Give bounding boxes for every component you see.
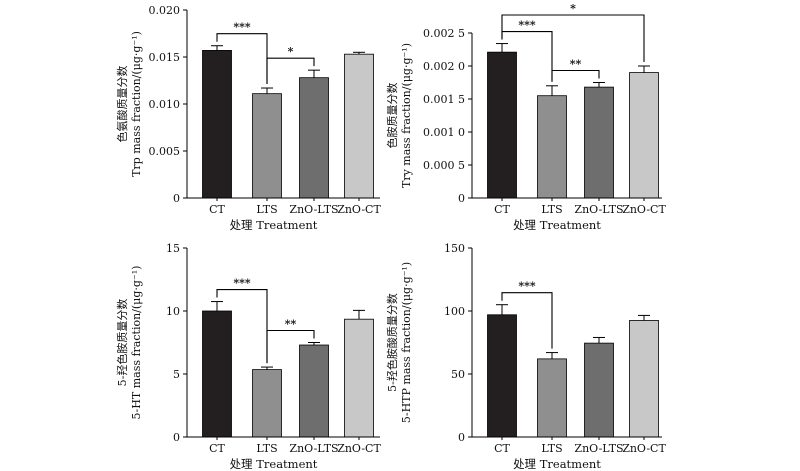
bar-zno-ct bbox=[344, 318, 374, 438]
bar-zno-ct bbox=[629, 320, 659, 438]
bar-ct bbox=[202, 310, 232, 438]
significance-label: * bbox=[570, 2, 576, 15]
bar-lts bbox=[252, 369, 282, 438]
y-axis-label-cn: 5-羟色胺质量分数 bbox=[115, 299, 129, 387]
y-axis-label-cn: 色氨酸质量分数 bbox=[115, 66, 129, 143]
y-tick-label: 0.002 0 bbox=[423, 60, 465, 73]
y-tick-label: 15 bbox=[166, 242, 180, 255]
significance-bracket bbox=[216, 289, 268, 364]
bar-ct bbox=[487, 314, 517, 438]
y-tick-label: 0.001 5 bbox=[423, 93, 465, 106]
x-tick-label: CT bbox=[209, 442, 225, 455]
y-tick-label: 10 bbox=[166, 305, 180, 318]
significance-bracket bbox=[501, 14, 645, 62]
y-tick-label: 0.002 5 bbox=[423, 27, 465, 40]
significance-label: ** bbox=[570, 58, 582, 71]
bar-lts bbox=[252, 93, 282, 199]
y-tick-label: 0 bbox=[173, 192, 180, 205]
significance-label: *** bbox=[518, 280, 536, 293]
x-axis-label: 处理 Treatment bbox=[230, 218, 318, 232]
x-tick-label: ZnO-CT bbox=[337, 203, 381, 216]
significance-bracket bbox=[551, 69, 600, 82]
y-tick-label: 0 bbox=[458, 192, 465, 205]
y-tick-label: 5 bbox=[173, 368, 180, 381]
y-axis-label-cn: 5-羟色胺酸质量分数 bbox=[385, 293, 399, 392]
significance-label: *** bbox=[518, 19, 536, 32]
significance-label: * bbox=[288, 45, 294, 58]
y-tick-label: 0 bbox=[458, 431, 465, 444]
x-axis-label: 处理 Treatment bbox=[513, 457, 601, 471]
bar-zno-lts bbox=[299, 344, 329, 438]
x-axis-label: 处理 Treatment bbox=[513, 218, 601, 232]
significance-label: ** bbox=[285, 318, 297, 331]
y-tick-label: 0.001 0 bbox=[423, 126, 465, 139]
x-tick-label: LTS bbox=[256, 442, 277, 455]
y-axis-label-en: 5-HT mass fraction/(μg·g⁻¹) bbox=[130, 266, 143, 420]
x-tick-label: ZnO-LTS bbox=[574, 442, 623, 455]
y-tick-label: 50 bbox=[451, 368, 465, 381]
significance-bracket bbox=[266, 329, 315, 364]
y-axis-label-en: Try mass fraction/(μg·g⁻¹) bbox=[400, 43, 413, 188]
x-tick-label: LTS bbox=[541, 442, 562, 455]
y-axis-label-cn: 色胺质量分数 bbox=[385, 83, 399, 149]
y-tick-label: 100 bbox=[444, 305, 465, 318]
y-tick-label: 0 bbox=[173, 431, 180, 444]
significance-bracket bbox=[501, 292, 553, 349]
x-tick-label: CT bbox=[209, 203, 225, 216]
x-tick-label: CT bbox=[494, 203, 510, 216]
bar-zno-ct bbox=[344, 53, 374, 199]
significance-bracket bbox=[266, 57, 315, 85]
significance-label: *** bbox=[233, 21, 251, 34]
bar-ct bbox=[487, 51, 517, 199]
y-tick-label: 150 bbox=[444, 242, 465, 255]
bar-zno-ct bbox=[629, 72, 659, 199]
x-tick-label: ZnO-LTS bbox=[289, 442, 338, 455]
bar-zno-lts bbox=[584, 342, 614, 438]
x-tick-label: ZnO-LTS bbox=[289, 203, 338, 216]
bar-lts bbox=[537, 358, 567, 438]
chart-panel-2: 0 0.000 5 0.001 0 0.001 5 0.002 0 0.002 5 CT LT… bbox=[385, 2, 666, 232]
x-tick-label: ZnO-LTS bbox=[574, 203, 623, 216]
y-tick-label: 0.010 bbox=[149, 98, 181, 111]
y-tick-label: 0.005 bbox=[149, 145, 181, 158]
y-axis-label-en: Trp mass fraction/(μg·g⁻¹) bbox=[130, 31, 143, 177]
bar-zno-lts bbox=[299, 77, 329, 199]
significance-label: *** bbox=[233, 277, 251, 290]
y-axis-label-en: 5-HTP mass fraction/(μg·g⁻¹) bbox=[400, 262, 413, 423]
x-axis-label: 处理 Treatment bbox=[230, 457, 318, 471]
bar-lts bbox=[537, 95, 567, 199]
y-tick-label: 0.020 bbox=[149, 4, 181, 17]
y-tick-label: 0.015 bbox=[149, 51, 181, 64]
x-tick-label: ZnO-CT bbox=[622, 442, 666, 455]
bar-ct bbox=[202, 50, 232, 199]
x-tick-label: LTS bbox=[541, 203, 562, 216]
x-tick-label: ZnO-CT bbox=[622, 203, 666, 216]
x-tick-label: ZnO-CT bbox=[337, 442, 381, 455]
x-tick-label: LTS bbox=[256, 203, 277, 216]
bar-zno-lts bbox=[584, 86, 614, 199]
x-tick-label: CT bbox=[494, 442, 510, 455]
y-tick-label: 0.000 5 bbox=[423, 159, 465, 172]
